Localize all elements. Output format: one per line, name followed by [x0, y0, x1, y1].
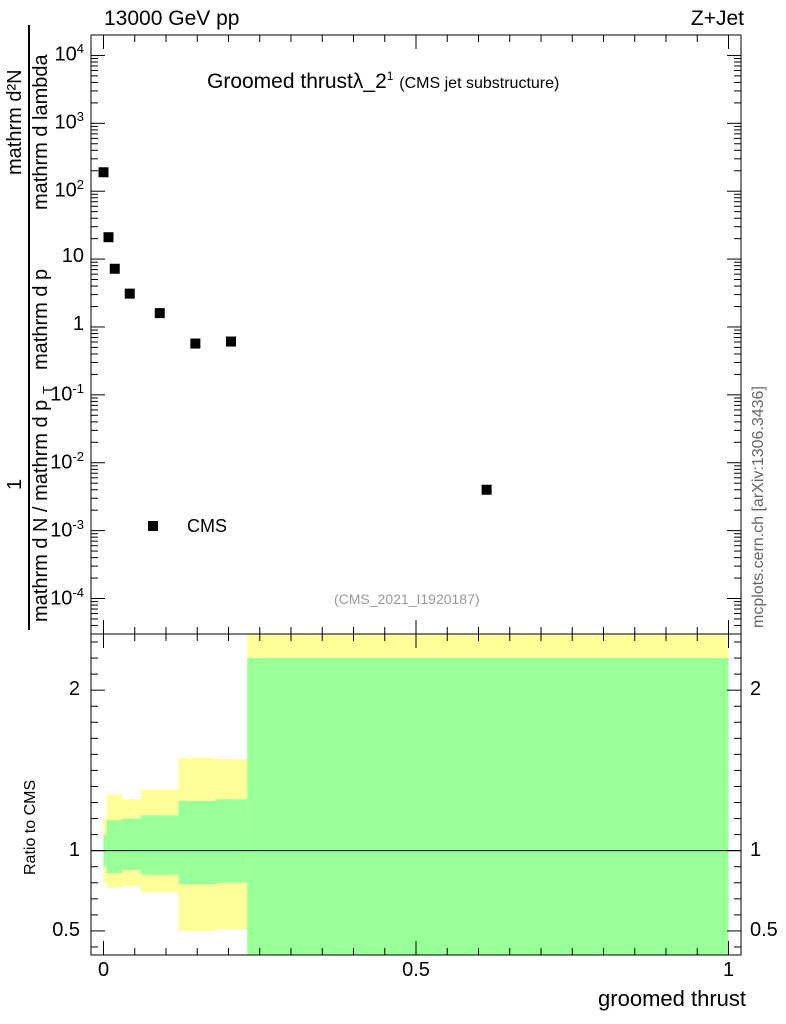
main-ytick-label-0: 10-4	[50, 584, 84, 610]
chart-title-sup: 1	[386, 69, 394, 83]
chart-title: Groomed thrustλ_21 (CMS jet substructure…	[207, 69, 559, 94]
legend-label-cms: CMS	[187, 516, 227, 536]
main-ytick-label-6: 102	[54, 177, 84, 202]
xlabel: groomed thrust	[598, 986, 746, 1011]
ylabel-main-numerator: mathrm d²N	[4, 69, 26, 175]
ratio-band-1-bin-4	[178, 800, 216, 885]
xtick-label-1: 0.5	[402, 959, 430, 981]
analysis-label: (CMS_2021_I1920187)	[334, 591, 480, 607]
data-point-7	[481, 484, 492, 495]
main-ytick-label-1: 10-3	[50, 516, 84, 542]
ratio-axis-ticks	[91, 634, 741, 955]
legend-marker	[148, 521, 158, 531]
main-ytick-label-3: 10-1	[50, 380, 84, 406]
main-ytick-label-8: 104	[54, 41, 84, 67]
main-axis-ticks	[91, 34, 741, 635]
ratio-band-1-bin-3	[141, 815, 179, 875]
main-ytick-label-5: 10	[61, 245, 84, 268]
chart-title-text: Groomed thrust	[207, 70, 353, 93]
main-ytick-label-4: 1	[72, 312, 84, 335]
process-label: Z+Jet	[690, 7, 744, 30]
ratio-band-1-bin-2	[122, 818, 141, 870]
main-ytick-label-7: 103	[54, 109, 84, 134]
ylabel-main-tail: mathrm d lambda	[30, 54, 52, 210]
energy-label: 13000 GeV pp	[104, 7, 240, 30]
ratio-band-1-bin-1	[106, 820, 123, 874]
ylabel-main-denominator: mathrm d p	[30, 268, 52, 370]
data-point-5	[190, 338, 201, 349]
ratio-ytick-label-left-2: 2	[68, 678, 80, 701]
main-ytick-label-2: 10-2	[50, 448, 84, 474]
xtick-label-2: 1	[722, 959, 735, 981]
ratio-ytick-label-right-2: 2	[750, 678, 762, 701]
ratio-band-1-bin-6	[247, 658, 729, 955]
ratio-ytick-label-left-0: 0.5	[52, 918, 80, 941]
legend-marker-cms	[148, 521, 158, 531]
chart-title-symbol: λ_2	[352, 70, 387, 93]
ratio-ytick-label-right-1: 1	[750, 838, 762, 861]
xtick-label-0: 0	[97, 959, 110, 981]
main-ylabel: 1 mathrm d²N mathrm d N / mathrm d p T m…	[4, 25, 55, 630]
data-point-0	[98, 167, 109, 178]
chart-subtitle: (CMS jet substructure)	[399, 75, 560, 92]
ratio-band-1-bin-5	[216, 799, 248, 883]
ratio-ylabel: Ratio to CMS	[22, 779, 39, 875]
data-point-2	[109, 263, 120, 274]
ratio-ytick-label-right-0: 0.5	[750, 918, 778, 941]
ylabel-fraction-numerator: 1	[4, 478, 26, 490]
main-data-points	[98, 167, 492, 495]
data-point-1	[103, 232, 114, 243]
side-label: mcplots.cern.ch [arXiv:1306.3436]	[750, 386, 767, 628]
ratio-bands	[103, 634, 729, 955]
data-point-6	[226, 336, 236, 347]
data-point-4	[154, 308, 165, 319]
ylabel-top-row: 1 mathrm d²N	[4, 25, 28, 630]
main-plot-frame	[90, 34, 742, 635]
data-point-3	[124, 288, 135, 299]
ratio-ytick-label-left-1: 1	[68, 838, 80, 861]
